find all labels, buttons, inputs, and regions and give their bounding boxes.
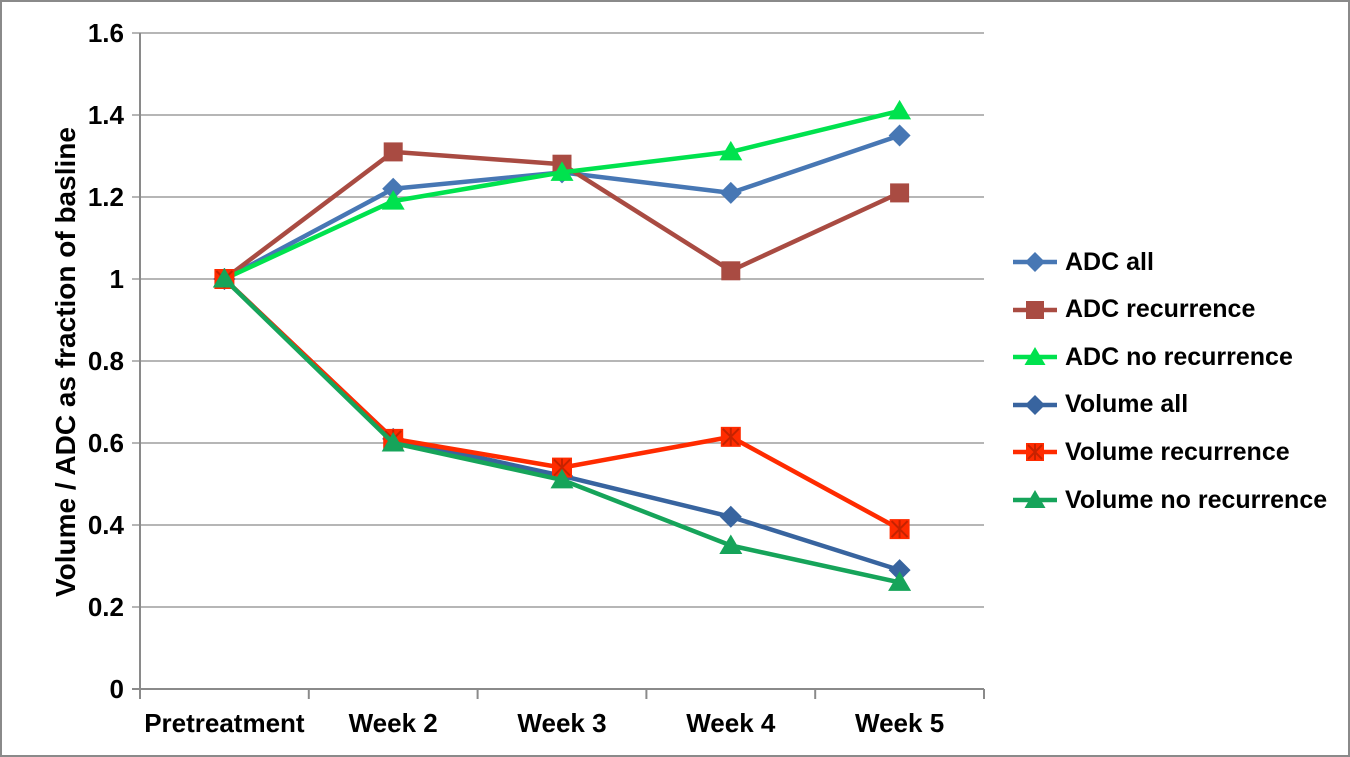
series-marker-adc-no-recurrence bbox=[381, 190, 405, 210]
marker-x-pattern bbox=[890, 520, 909, 539]
series-line-adc-no-recurrence bbox=[223, 108, 901, 282]
series-marker-volume-all bbox=[888, 559, 911, 582]
marker-x-pattern bbox=[722, 427, 740, 446]
series-marker-volume-no-recurrence bbox=[212, 268, 236, 288]
series-marker-volume-no-recurrence bbox=[888, 571, 912, 591]
series-marker-volume-all bbox=[719, 505, 742, 528]
series-marker-adc-all bbox=[888, 124, 911, 147]
series-marker-adc-recurrence bbox=[721, 261, 741, 281]
series-marker-adc-recurrence bbox=[890, 183, 910, 203]
series-line-volume-all bbox=[222, 277, 901, 573]
series-marker-adc-no-recurrence bbox=[888, 99, 912, 120]
series-marker-adc-all bbox=[382, 177, 405, 200]
series-marker-adc-recurrence bbox=[383, 142, 403, 162]
series-line-volume-recurrence bbox=[222, 277, 901, 532]
series-marker-volume-no-recurrence bbox=[381, 432, 405, 452]
series-marker-adc-all bbox=[719, 181, 742, 204]
series-marker-adc-no-recurrence bbox=[719, 140, 743, 161]
series-marker-volume-no-recurrence bbox=[550, 468, 574, 489]
series-marker-volume-no-recurrence bbox=[719, 534, 743, 554]
series-marker-adc-no-recurrence bbox=[550, 161, 574, 181]
